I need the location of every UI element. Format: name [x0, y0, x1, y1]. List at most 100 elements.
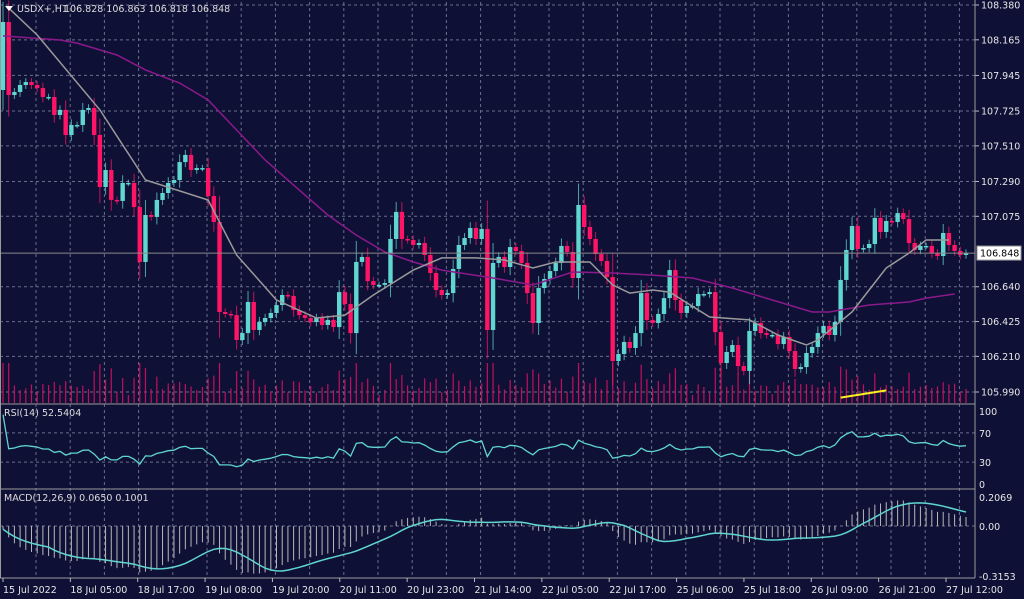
bear-candle [713, 292, 718, 333]
bear-candle [564, 245, 570, 252]
bull-candle [770, 335, 775, 337]
bull-candle [884, 221, 889, 233]
bear-candle [912, 243, 917, 250]
bear-candle [234, 315, 239, 341]
bear-candle [411, 239, 416, 245]
bear-candle [109, 170, 114, 200]
bull-candle [314, 318, 319, 323]
bear-candle [331, 319, 336, 328]
bull-candle [354, 261, 359, 334]
bull-candle [872, 217, 878, 245]
bear-candle [228, 313, 234, 316]
bull-candle [262, 318, 268, 323]
bear-candle [91, 107, 97, 136]
bear-candle [855, 226, 860, 250]
time-tick-label: 21 Jul 14:00 [475, 585, 532, 596]
bull-candle [553, 262, 558, 272]
bear-candle [348, 304, 353, 334]
time-tick-label: 25 Jul 06:00 [677, 585, 734, 596]
bull-candle [542, 278, 547, 289]
bear-candle [29, 82, 34, 85]
bull-candle [547, 271, 553, 279]
bear-candle [513, 247, 519, 251]
volume-bars [2, 363, 967, 403]
bear-candle [205, 168, 211, 197]
bear-candle [211, 196, 217, 222]
time-tick-label: 19 Jul 08:00 [205, 585, 262, 596]
bear-candle [34, 84, 40, 89]
bull-candle [866, 244, 872, 249]
bear-candle [627, 341, 633, 348]
price-tick-label: 107.725 [981, 107, 1020, 118]
bear-candle [114, 199, 120, 202]
bull-candle [86, 107, 91, 110]
bear-candle [878, 217, 883, 233]
bull-candle [280, 295, 285, 306]
bear-candle [223, 312, 228, 314]
macd-signal-line [2, 502, 967, 572]
time-tick-label: 15 Jul 2022 [3, 585, 57, 596]
bear-candle [604, 261, 610, 278]
bull-candle [941, 232, 946, 256]
bear-candle [148, 215, 154, 217]
bull-candle [701, 294, 707, 296]
bear-candle [319, 318, 325, 325]
price-tick-label: 106.640 [981, 282, 1020, 293]
bull-candle [730, 345, 735, 353]
bull-candle [798, 367, 803, 370]
bear-candle [188, 154, 194, 171]
bull-candle [781, 336, 786, 345]
price-tick-label: 107.510 [981, 141, 1020, 152]
price-tick-label: 107.075 [981, 212, 1020, 223]
symbol-timeframe: USDX+,H1 [17, 4, 68, 15]
bear-candle [718, 332, 724, 364]
bull-candle [752, 323, 758, 331]
bull-candle [12, 91, 17, 96]
time-tick-label: 20 Jul 11:00 [340, 585, 397, 596]
bull-candle [661, 298, 667, 314]
bear-candle [365, 256, 370, 282]
bull-candle [240, 333, 245, 341]
price-tick-label: 105.990 [981, 388, 1020, 399]
trendline[interactable] [840, 389, 887, 399]
bull-candle [376, 284, 382, 287]
bull-candle [274, 305, 279, 313]
bull-candle [416, 243, 422, 245]
bull-candle [388, 238, 393, 284]
bull-candle [245, 301, 251, 334]
bear-candle [741, 366, 746, 371]
macd-panel [0, 500, 975, 574]
bear-candle [952, 244, 957, 251]
bull-candle [74, 124, 80, 127]
bull-candle [268, 312, 274, 319]
current-price-label: 106.848 [980, 249, 1019, 260]
bull-candle [707, 292, 712, 295]
bull-candle [809, 346, 815, 353]
bear-candle [405, 238, 410, 241]
rsi-line [2, 414, 967, 468]
bear-candle [946, 232, 952, 245]
bull-candle [633, 333, 638, 348]
bull-candle [684, 306, 689, 313]
bull-candle [616, 353, 621, 362]
bull-candle [639, 293, 644, 334]
bear-candle [97, 135, 103, 188]
time-tick-label: 22 Jul 05:00 [542, 585, 599, 596]
rsi-label: RSI(14) 52.5404 [4, 408, 81, 419]
bull-candle [154, 199, 160, 217]
bear-candle [644, 293, 650, 320]
bear-candle [678, 300, 684, 313]
bear-candle [217, 221, 222, 313]
bull-candle [667, 270, 672, 299]
bull-candle [257, 322, 262, 330]
bull-candle [126, 182, 131, 185]
bear-candle [673, 270, 678, 301]
bear-candle [650, 319, 655, 324]
time-tick-label: 27 Jul 12:00 [946, 585, 1003, 596]
collapse-triangle-icon[interactable] [5, 6, 13, 11]
bear-candle [399, 211, 405, 239]
bull-candle [747, 330, 752, 371]
bull-candle [695, 294, 701, 307]
